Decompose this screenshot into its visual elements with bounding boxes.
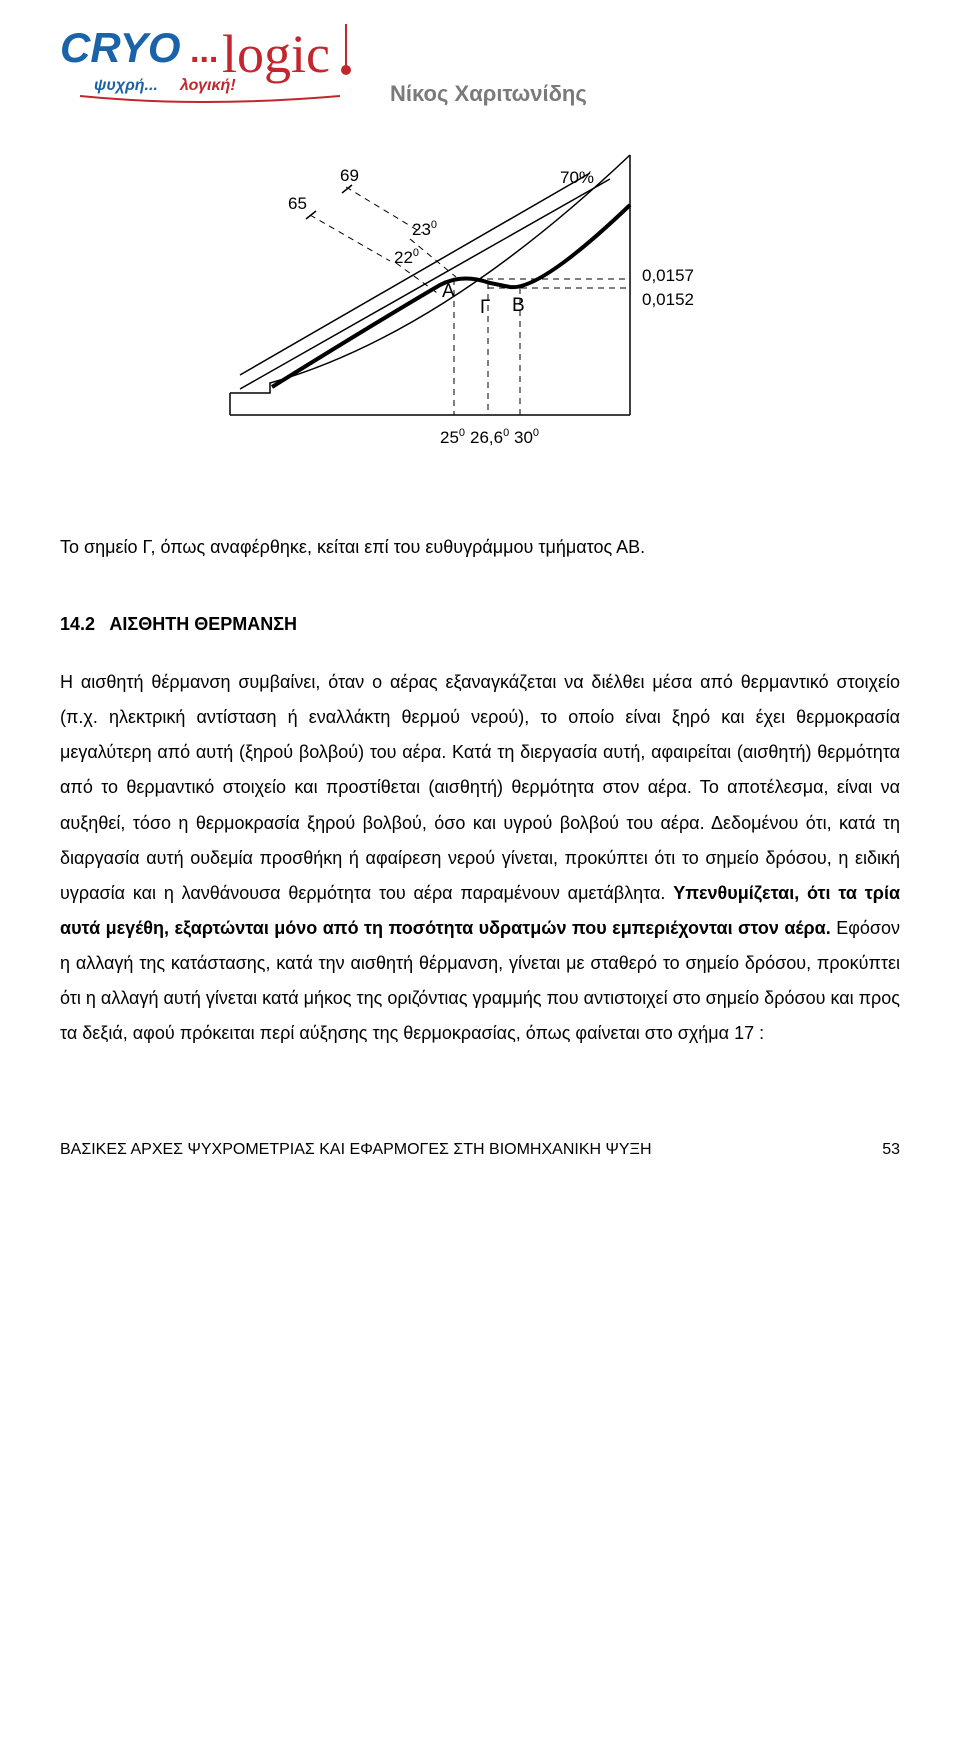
- psychrometric-diagram: 65 69 230 220 Α Γ Β 70% 0,0157 0,0152 25…: [210, 145, 900, 490]
- label-69: 69: [340, 166, 359, 185]
- logo-logic-text: logic: [222, 24, 330, 84]
- label-x266: 26,60: [470, 427, 509, 447]
- page-footer: ΒΑΣΙΚΕΣ ΑΡΧΕΣ ΨΥΧΡΟΜΕΤΡΙΑΣ ΚΑΙ ΕΦΑΡΜΟΓΕΣ…: [60, 1141, 900, 1159]
- logo-dots: ...: [190, 32, 218, 70]
- logo-sub-right: λογική!: [179, 77, 236, 94]
- section-number: 14.2: [60, 614, 95, 634]
- logo-sub-left: ψυχρή...: [94, 77, 158, 94]
- page-header: CRYO ... logic ψυχρή... λογική! Νίκος Χα…: [60, 20, 900, 115]
- footer-left: ΒΑΣΙΚΕΣ ΑΡΧΕΣ ΨΥΧΡΟΜΕΤΡΙΑΣ ΚΑΙ ΕΦΑΡΜΟΓΕΣ…: [60, 1141, 652, 1159]
- diagram-caption: Το σημείο Γ, όπως αναφέρθηκε, κείται επί…: [60, 530, 900, 564]
- label-0-0157: 0,0157: [642, 266, 694, 285]
- section-title: 14.2 ΑΙΣΘΗΤΗ ΘΕΡΜΑΝΣΗ: [60, 614, 900, 635]
- logo: CRYO ... logic ψυχρή... λογική!: [60, 20, 370, 115]
- label-22: 220: [394, 247, 419, 267]
- body-paragraph: Η αισθητή θέρμανση συμβαίνει, όταν ο αέρ…: [60, 665, 900, 1051]
- body-part-a: Η αισθητή θέρμανση συμβαίνει, όταν ο αέρ…: [60, 672, 900, 903]
- label-A: Α: [442, 281, 455, 302]
- section-heading: ΑΙΣΘΗΤΗ ΘΕΡΜΑΝΣΗ: [109, 614, 297, 634]
- label-B: Β: [512, 295, 525, 316]
- label-65: 65: [288, 194, 307, 213]
- label-x30: 300: [514, 427, 539, 447]
- footer-page-number: 53: [882, 1141, 900, 1159]
- label-23: 230: [412, 219, 437, 239]
- label-G: Γ: [480, 297, 490, 318]
- label-0-0152: 0,0152: [642, 290, 694, 309]
- label-70pct: 70%: [560, 168, 594, 187]
- author-name: Νίκος Χαριτωνίδης: [390, 81, 587, 115]
- logo-cryo-text: CRYO: [60, 24, 181, 71]
- label-x25: 250: [440, 427, 465, 447]
